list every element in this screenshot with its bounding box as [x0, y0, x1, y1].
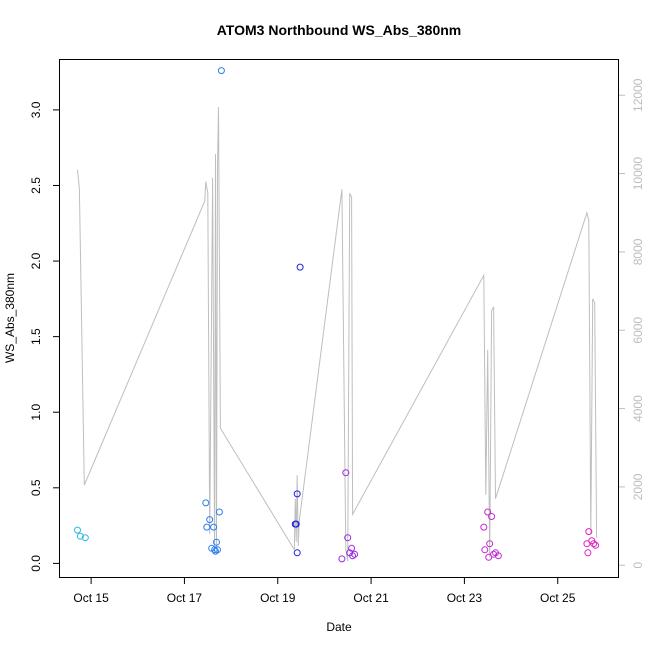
data-point-5 [206, 516, 214, 524]
y-axis-label: WS_Abs_380nm [3, 273, 17, 363]
data-point-37 [585, 528, 593, 536]
data-point-31 [488, 513, 496, 520]
data-point-32 [490, 550, 498, 558]
axes-layer: Oct 15 Oct 17 Oct 19 Oct 21 Oct 23 Oct 25 0.0 0… [29, 78, 645, 605]
data-point-9 [212, 547, 219, 555]
y2-tick-label-3: 6000 [631, 317, 645, 344]
data-point-1 [76, 532, 84, 540]
data-point-24 [349, 552, 357, 560]
data-point-19 [338, 555, 346, 563]
chart-title: ATOM3 Northbound WS_Abs_380nm [217, 22, 462, 38]
y-tick-label-4: 2.0 [29, 252, 43, 269]
y2-tick-label-1: 2000 [631, 473, 645, 500]
x-axis-label: Date [326, 620, 352, 634]
data-point-3 [202, 499, 210, 507]
data-points-layer [74, 67, 600, 563]
data-point-7 [210, 523, 218, 531]
data-point-16 [293, 490, 301, 498]
data-point-28 [484, 508, 492, 516]
x-tick-label-5: Oct 25 [540, 591, 576, 605]
x-tick-label-3: Oct 21 [353, 591, 389, 605]
data-point-21 [344, 534, 352, 542]
y-tick-label-5: 2.5 [29, 177, 43, 194]
data-point-0 [74, 526, 81, 534]
data-point-35 [583, 540, 591, 548]
data-point-36 [584, 549, 592, 557]
y2-tick-label-2: 4000 [631, 395, 645, 422]
x-tick-label-4: Oct 23 [447, 591, 483, 605]
y2-tick-label-4: 8000 [631, 238, 645, 265]
data-point-17 [293, 549, 301, 557]
x-tick-label-2: Oct 19 [260, 591, 296, 605]
data-point-4 [203, 523, 211, 531]
y-tick-label-2: 1.0 [29, 404, 43, 421]
detector-line [77, 106, 598, 562]
y-tick-label-6: 3.0 [29, 101, 43, 118]
data-point-26 [480, 523, 488, 531]
y-tick-label-0: 0.0 [29, 555, 43, 572]
data-point-29 [485, 553, 493, 561]
data-point-18 [296, 263, 304, 271]
data-point-23 [348, 544, 356, 552]
data-point-2 [81, 534, 89, 542]
data-point-40 [592, 541, 600, 549]
data-point-12 [215, 508, 223, 516]
data-point-30 [486, 540, 494, 548]
x-tick-label-1: Oct 17 [167, 591, 203, 605]
y2-tick-label-5: 10000 [631, 157, 645, 191]
data-point-10 [213, 538, 220, 546]
data-point-8 [211, 546, 219, 554]
y-tick-label-3: 1.5 [29, 328, 43, 345]
data-point-25 [351, 550, 359, 558]
y-tick-label-1: 0.5 [29, 479, 43, 496]
data-point-11 [214, 546, 221, 554]
data-point-27 [481, 546, 489, 554]
detector-line-layer [77, 106, 598, 562]
x-tick-label-0: Oct 15 [73, 591, 109, 605]
data-point-15 [292, 520, 300, 528]
y2-tick-label-0: 0 [631, 562, 645, 569]
y2-tick-label-6: 12000 [631, 78, 645, 112]
data-point-34 [494, 552, 502, 560]
data-point-20 [342, 469, 350, 477]
data-point-39 [590, 540, 598, 548]
data-point-13 [217, 67, 225, 75]
plot-frame [59, 59, 619, 578]
